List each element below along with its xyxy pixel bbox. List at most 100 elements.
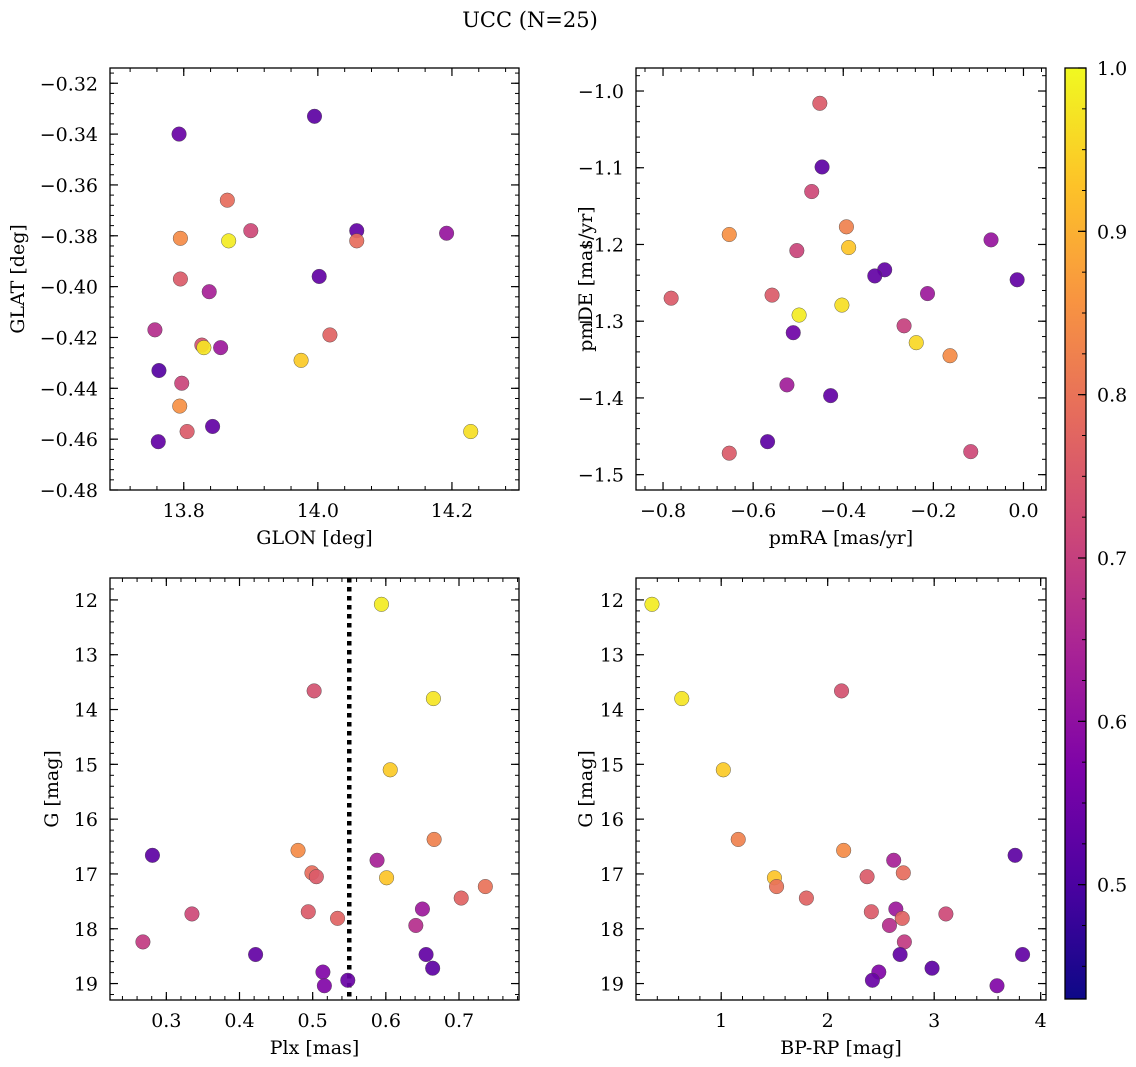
scatter-points (147, 108, 479, 450)
data-point (439, 225, 455, 241)
data-point (453, 890, 469, 906)
plot-frame (635, 67, 1047, 491)
y-tick-label: 15 (600, 754, 624, 776)
panel-plx-g: 0.3 0.4 0.5 0.6 0.7 12 13 14 15 16 17 18 19 Plx [mas]… (41, 577, 520, 1059)
data-point (834, 297, 850, 313)
colorbar-gradient (1065, 68, 1086, 999)
data-point (174, 375, 190, 391)
data-point (144, 847, 160, 863)
y-tick-label: −0.38 (40, 226, 98, 248)
data-point (764, 287, 780, 303)
x-tick-label: 0.7 (444, 1010, 474, 1032)
x-tick-label: −0.4 (820, 500, 866, 522)
data-point (172, 230, 188, 246)
data-point (205, 418, 221, 434)
y-tick-label: 14 (600, 700, 624, 722)
y-tick-label: 17 (600, 864, 624, 886)
data-point (983, 232, 999, 248)
data-point (219, 192, 235, 208)
data-point (924, 960, 940, 976)
data-point (863, 904, 879, 920)
data-point (881, 917, 897, 933)
data-point (408, 917, 424, 933)
data-point (721, 226, 737, 242)
x-tick-label: −0.6 (730, 500, 776, 522)
y-tick-label: −0.34 (40, 124, 98, 146)
data-point (300, 904, 316, 920)
x-tick-label: 14.0 (297, 500, 339, 522)
y-tick-label: 16 (74, 809, 98, 831)
x-tick-label: 14.2 (431, 500, 473, 522)
data-point (426, 831, 442, 847)
x-tick-label: 0.4 (224, 1010, 254, 1032)
data-point (896, 318, 912, 334)
plot-frame (109, 577, 520, 1001)
data-point (779, 377, 795, 393)
y-tick-label: 17 (74, 864, 98, 886)
y-tick-label: −0.32 (40, 73, 98, 95)
x-axis-label: pmRA [mas/yr] (769, 527, 913, 549)
colorbar-tick-label: 1.0 (1097, 58, 1127, 80)
data-point (151, 363, 167, 379)
data-point (414, 901, 430, 917)
x-tick-label: 0.6 (371, 1010, 401, 1032)
y-tick-label: −1.2 (578, 234, 624, 256)
data-point (791, 307, 807, 323)
data-point (315, 964, 331, 980)
data-point (184, 906, 200, 922)
data-point (307, 108, 323, 124)
y-tick-label: 15 (74, 754, 98, 776)
data-point (864, 972, 880, 988)
x-tick-label: 1 (715, 1010, 727, 1032)
colorbar-frame (1064, 67, 1087, 1000)
data-point (798, 890, 814, 906)
data-point (322, 327, 338, 343)
y-tick-label: −1.0 (578, 81, 624, 103)
data-point (418, 947, 434, 963)
data-point (171, 126, 187, 142)
x-axis-label: BP-RP [mag] (780, 1037, 902, 1059)
data-point (812, 95, 828, 111)
plot-frame (635, 577, 1047, 1001)
scatter-points (135, 596, 493, 994)
x-tick-label: 0.3 (151, 1010, 181, 1032)
y-tick-label: 16 (600, 809, 624, 831)
data-point (834, 683, 850, 699)
data-point (308, 869, 324, 885)
plot-frame (109, 67, 520, 491)
x-tick-label: 4 (1035, 1010, 1047, 1032)
data-point (306, 683, 322, 699)
y-axis-label: G [mag] (41, 750, 63, 828)
y-tick-label: 13 (74, 645, 98, 667)
y-tick-label: 12 (600, 590, 624, 612)
data-point (147, 322, 163, 338)
data-point (886, 852, 902, 868)
data-point (477, 879, 493, 895)
y-tick-label: −0.42 (40, 327, 98, 349)
y-tick-label: −1.4 (578, 388, 624, 410)
y-tick-label: 18 (600, 919, 624, 941)
data-point (382, 762, 398, 778)
colorbar-tick-label: 0.9 (1097, 221, 1127, 243)
x-axis-label: GLON [deg] (256, 527, 372, 549)
x-tick-label: 13.8 (163, 500, 205, 522)
colorbar-tick-label: 0.5 (1097, 875, 1127, 897)
y-axis-label: G [mag] (575, 750, 597, 828)
data-point (894, 910, 910, 926)
data-point (135, 934, 151, 950)
data-point (942, 348, 958, 364)
data-point (895, 865, 911, 881)
x-tick-label: −0.8 (640, 500, 686, 522)
y-tick-label: −1.1 (578, 158, 624, 180)
data-point (674, 691, 690, 707)
data-point (814, 159, 830, 175)
y-axis-label: GLAT [deg] (7, 224, 29, 334)
data-point (463, 424, 479, 440)
y-tick-label: −1.3 (578, 311, 624, 333)
data-point (201, 284, 217, 300)
data-point (369, 852, 385, 868)
data-point (290, 842, 306, 858)
data-point (425, 691, 441, 707)
